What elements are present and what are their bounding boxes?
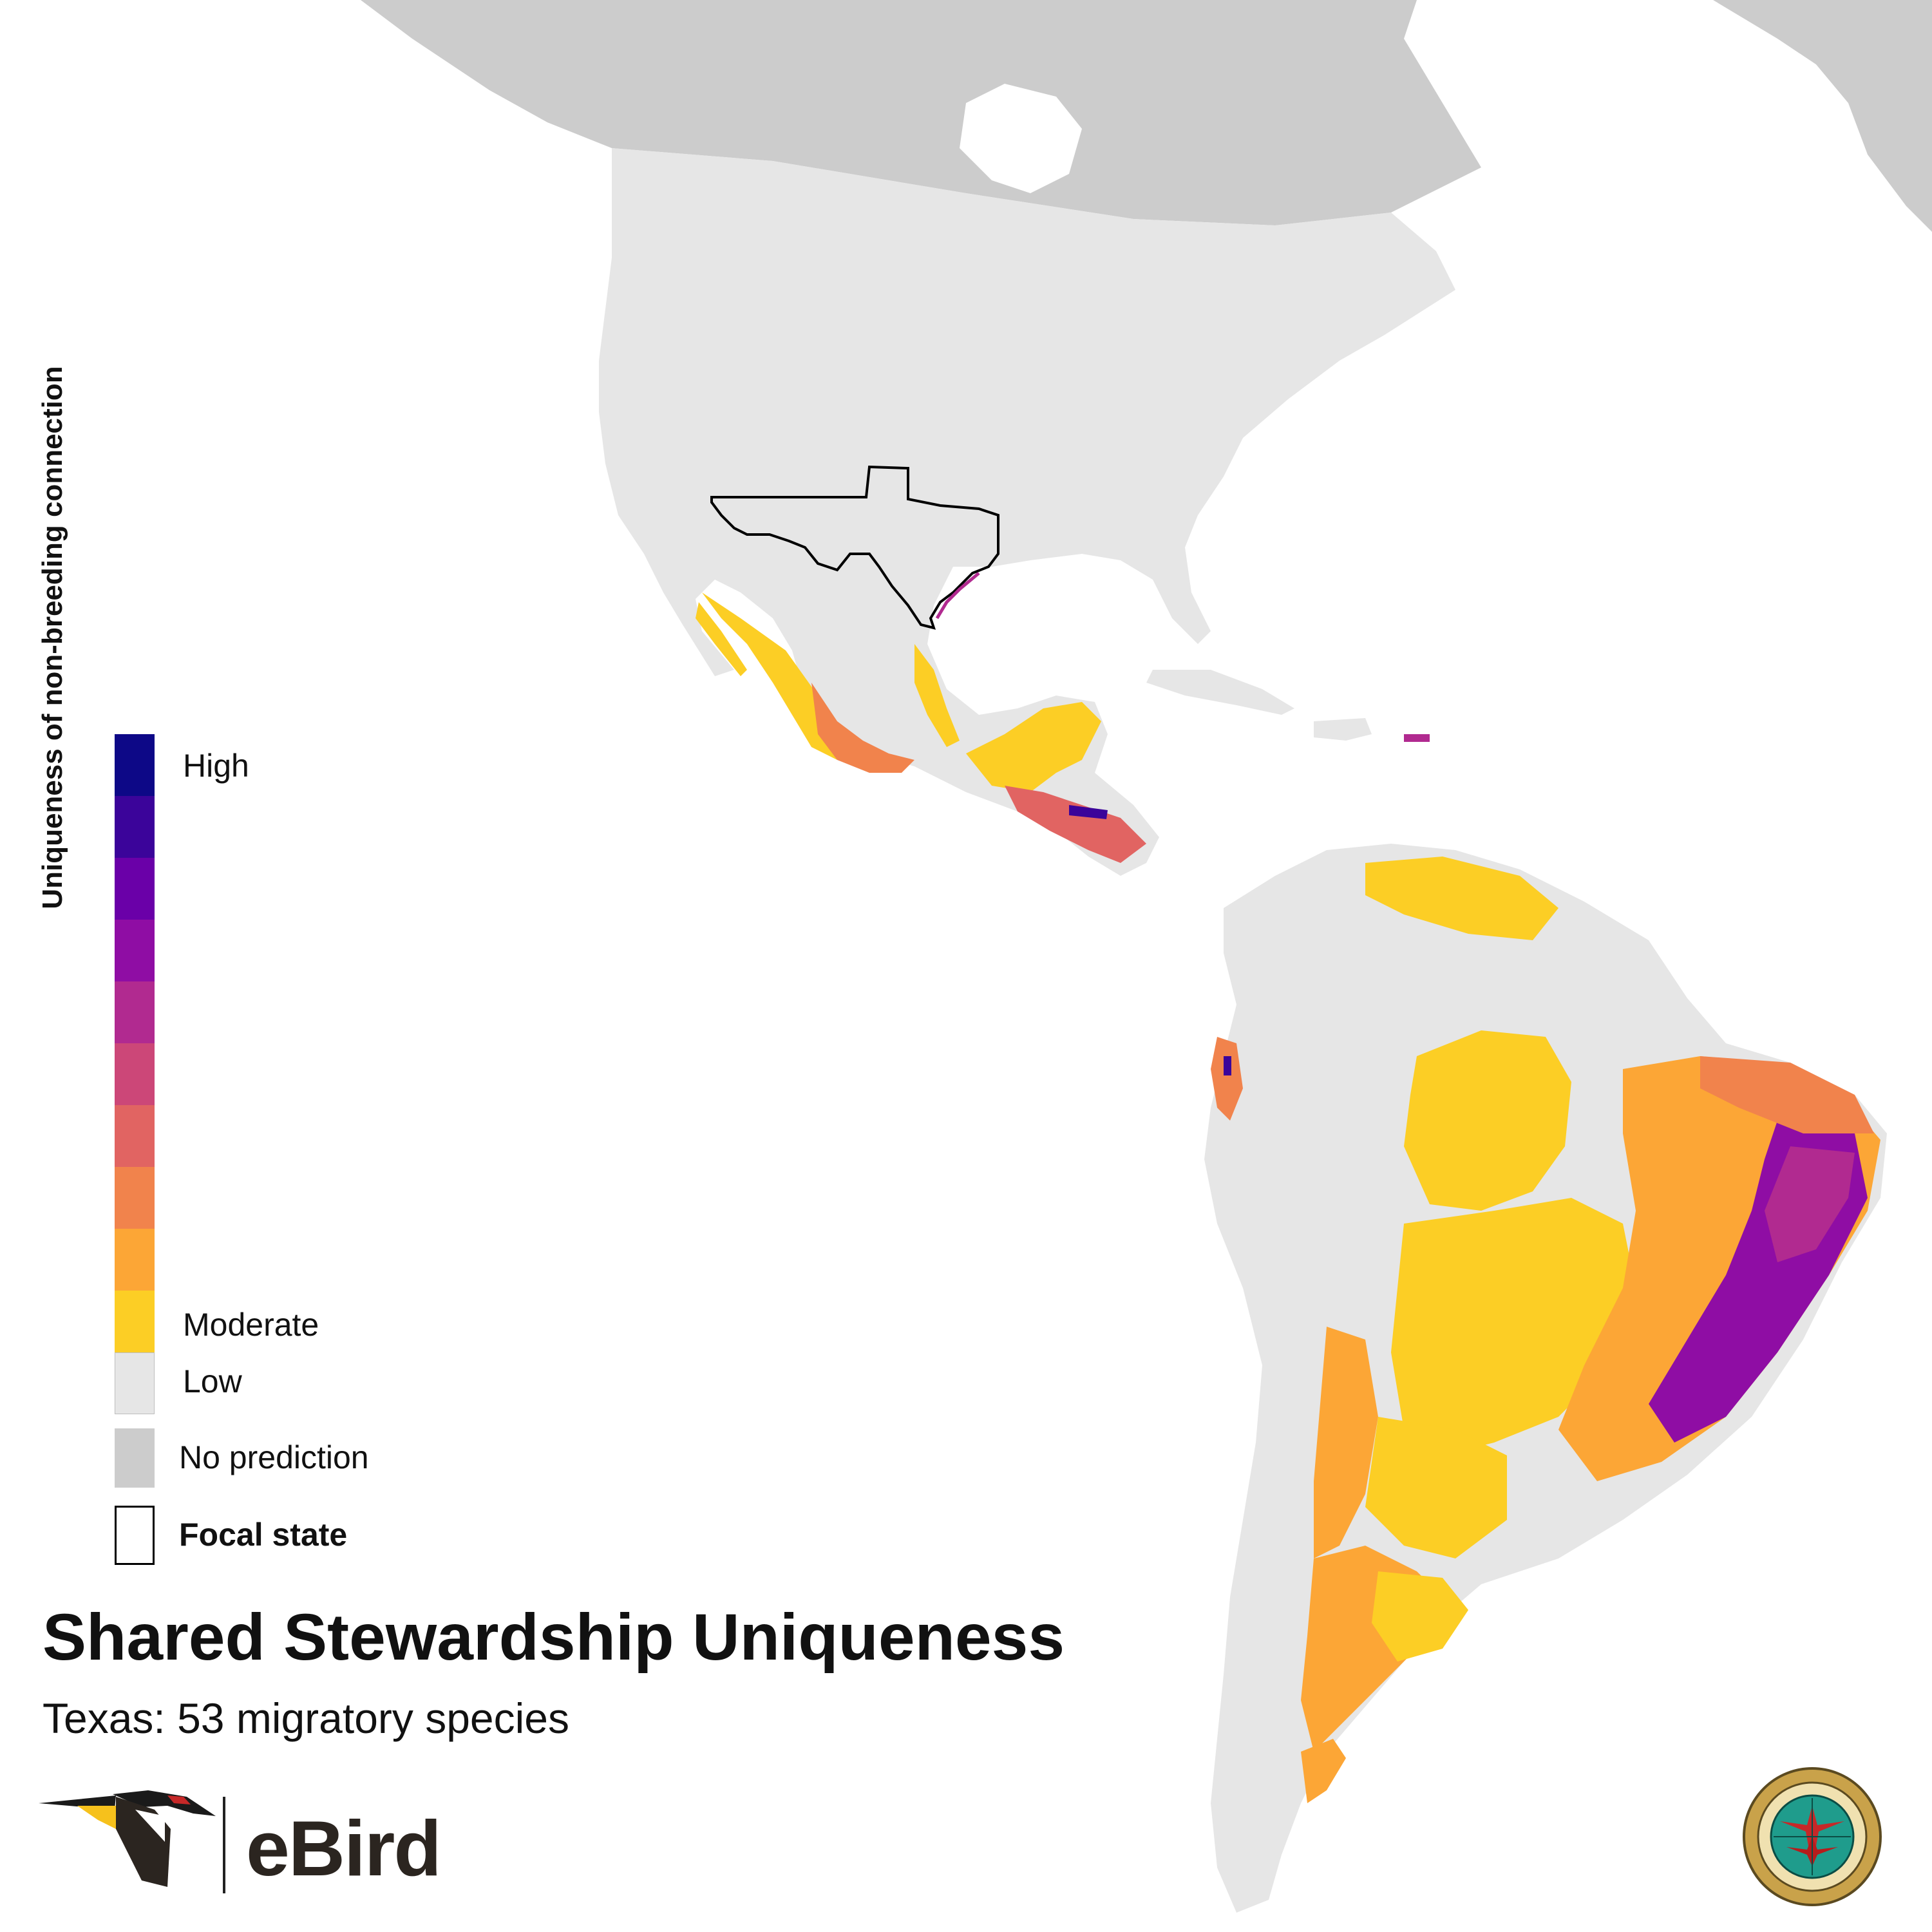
mexico-southwest-region [811, 683, 914, 773]
legend-swatch [115, 734, 155, 796]
legend-low-label: Low [183, 1363, 242, 1399]
legend-swatch [115, 1105, 155, 1167]
amazon-moderate-region [1404, 1030, 1571, 1211]
woodpecker-icon [39, 1790, 216, 1887]
legend-swatch [115, 858, 155, 920]
legend-swatch [115, 1291, 155, 1352]
legend-swatch [115, 1167, 155, 1229]
gulf-coast-mexico-region [914, 644, 960, 747]
central-america-high-spot [1069, 805, 1108, 819]
legend-swatch [115, 1229, 155, 1291]
hudson-bay [960, 84, 1082, 193]
central-america-region [1005, 786, 1146, 863]
map-title: Shared Stewardship Uniqueness [43, 1600, 1065, 1674]
pampas-moderate-region [1372, 1571, 1468, 1662]
texas-coast-highlight [935, 572, 980, 620]
legend-focal-state-swatch [115, 1506, 155, 1565]
ebird-logo-divider [223, 1797, 225, 1893]
guiana-moderate-region [1365, 857, 1558, 940]
patagonia-region [1301, 1739, 1346, 1803]
legend-axis-title: Uniqueness of non-breeding connection [37, 366, 68, 909]
legend-focal-state-label: Focal state [179, 1517, 348, 1553]
brazil-northeast-orange-region [1700, 1056, 1874, 1133]
legend-no-prediction-label: No prediction [179, 1439, 369, 1475]
legend-no-prediction-swatch [115, 1428, 155, 1488]
partners-in-flight-seal [1743, 1767, 1882, 1906]
legend-swatch [115, 920, 155, 981]
legend-swatch [115, 981, 155, 1043]
yucatan-region [966, 702, 1101, 792]
canada-north-landmass [361, 0, 1481, 225]
ebird-wordmark: eBird [246, 1804, 442, 1892]
legend-color-scale [115, 734, 155, 1414]
legend-swatch [115, 1043, 155, 1105]
map-subtitle: Texas: 53 migratory species [43, 1694, 570, 1742]
andes-east-region [1314, 1327, 1378, 1558]
chaco-region [1365, 1417, 1507, 1558]
ecuador-high-spot [1224, 1056, 1231, 1075]
legend-high-label: High [183, 748, 249, 784]
baja-region [696, 602, 747, 676]
legend-swatch-low [115, 1352, 155, 1414]
puerto-rico-island [1404, 734, 1430, 742]
texas-focal-state-outline [710, 465, 999, 630]
hispaniola-island [1314, 718, 1372, 741]
legend-moderate-label: Moderate [183, 1307, 319, 1343]
cuba-island [1146, 670, 1294, 715]
greenland-landmass [1713, 0, 1932, 232]
legend-swatch [115, 796, 155, 858]
brazil-atlantic-magenta-region [1765, 1146, 1855, 1262]
ecuador-coast-region [1211, 1037, 1243, 1121]
